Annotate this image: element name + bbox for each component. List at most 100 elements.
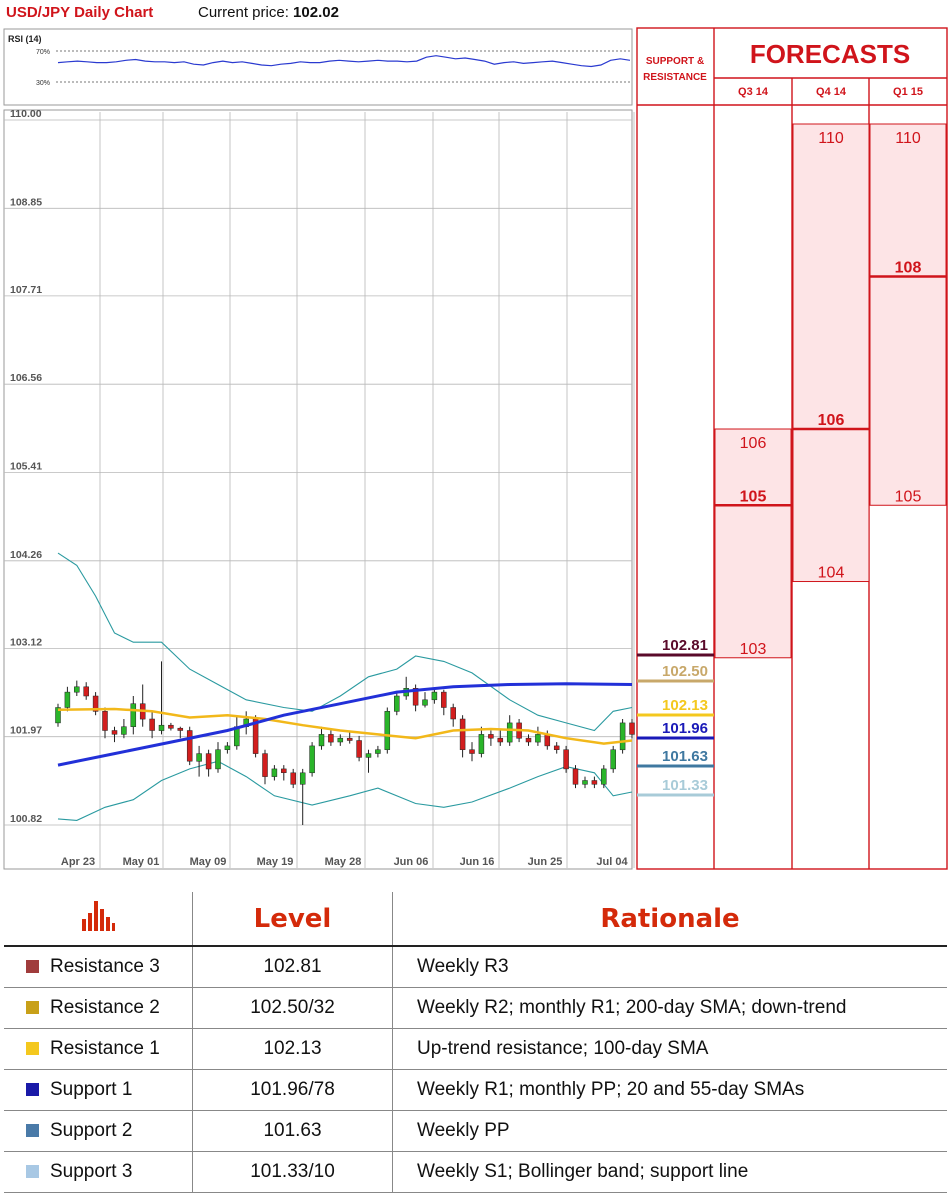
rsi-lower-label: 30% [36, 80, 50, 87]
y-tick-label: 101.97 [10, 725, 42, 737]
candle [102, 707, 108, 739]
x-tick-label: Jun 16 [460, 856, 495, 868]
level-name-cell: Support 1 [4, 1069, 193, 1111]
level-rationale: Weekly PP [392, 1110, 947, 1152]
table-row: Support 2 101.63 Weekly PP [4, 1110, 947, 1152]
forecast-range [714, 428, 792, 659]
table-header-row: Level Rationale [4, 892, 947, 947]
candle [309, 742, 315, 777]
levels-table: Level Rationale Resistance 3 102.81 Weekly… [4, 892, 947, 1193]
forecast-mid-label: 105 [740, 488, 767, 505]
candle [553, 742, 560, 754]
forecast-high-label: 110 [895, 130, 921, 147]
candle [563, 745, 569, 773]
candle [450, 703, 456, 727]
table-row: Resistance 2 102.50/32 Weekly R2; monthly … [4, 987, 947, 1029]
sr-level-label: 102.50 [662, 663, 708, 680]
level-color-swatch [26, 1042, 39, 1055]
level-column-header: Level [192, 892, 393, 947]
candle [205, 749, 212, 777]
forecast-high-label: 106 [740, 435, 767, 452]
x-tick-label: Jun 25 [528, 856, 563, 868]
forecast-range [869, 123, 947, 506]
candle [525, 734, 532, 746]
candle [111, 726, 118, 743]
x-tick-label: May 28 [325, 856, 362, 868]
candle [168, 722, 174, 731]
bollinger-lower [57, 760, 633, 821]
level-rationale: Weekly R3 [392, 946, 947, 988]
y-tick-label: 110.00 [10, 108, 42, 120]
forecasts-panel: SUPPORT & RESISTANCE FORECASTS Q3 14 106 1… [636, 27, 948, 870]
current-price: Current price: 102.02 [198, 4, 339, 21]
current-price-label: Current price: [198, 4, 289, 21]
sr-level-label: 102.81 [662, 637, 708, 654]
candle [488, 730, 494, 746]
level-color-swatch [26, 960, 39, 973]
y-tick-label: 104.26 [10, 549, 42, 561]
candle [610, 745, 616, 773]
candle [74, 680, 80, 696]
candle [365, 749, 372, 773]
y-tick-label: 105.41 [10, 461, 42, 473]
x-tick-label: Apr 23 [61, 856, 95, 868]
x-tick-label: May 01 [123, 856, 160, 868]
candle [196, 745, 202, 777]
candle [121, 719, 127, 739]
candle [394, 692, 400, 716]
rsi-line [57, 55, 631, 68]
y-tick-label: 107.71 [10, 284, 42, 296]
forecasts-title: FORECASTS [750, 39, 910, 69]
current-price-value: 102.02 [293, 4, 339, 21]
level-color-swatch [26, 1124, 39, 1137]
price-chart: 110.00 108.85 107.71 106.56 105.41 104.26 103.… [3, 108, 635, 870]
sr-label-2: RESISTANCE [643, 72, 707, 83]
level-name-cell: Support 2 [4, 1110, 193, 1152]
candle [459, 715, 466, 758]
y-tick-label: 106.56 [10, 372, 42, 384]
forecast-range [792, 123, 870, 583]
level-rationale: Weekly R2; monthly R1; 200-day SMA; down… [392, 987, 947, 1029]
forecast-low-label: 104 [818, 565, 845, 582]
candle [299, 768, 306, 825]
candle [422, 692, 428, 708]
forecast-column-header: Q4 14 [816, 86, 847, 98]
candle [130, 696, 137, 735]
candle [318, 726, 325, 750]
level-name-cell: Resistance 3 [4, 946, 193, 988]
level-name-cell: Support 3 [4, 1151, 193, 1193]
candle [337, 734, 344, 746]
candle [55, 703, 61, 727]
forecast-mid-label: 106 [818, 412, 845, 429]
candle [441, 689, 447, 716]
forecast-low-label: 105 [895, 488, 922, 505]
candle [328, 730, 334, 746]
rsi-label: RSI (14) [8, 34, 42, 44]
candle [431, 688, 438, 704]
sma-orange-line [57, 707, 633, 745]
level-name: Support 2 [50, 1120, 133, 1141]
candle [535, 726, 541, 746]
forecast-mid-label: 108 [895, 260, 922, 277]
x-tick-label: Jul 04 [596, 856, 628, 868]
candle [290, 768, 296, 789]
candle [64, 686, 71, 712]
table-row: Support 1 101.96/78 Weekly R1; monthly PP;… [4, 1069, 947, 1111]
candle [224, 742, 231, 754]
bollinger-upper [57, 552, 633, 732]
candle [619, 719, 626, 754]
candle [497, 730, 504, 746]
forecast-column-header: Q1 15 [893, 86, 923, 98]
candle [92, 692, 99, 716]
candle [582, 776, 588, 789]
candle [215, 742, 221, 773]
candle [149, 711, 155, 739]
candle [601, 765, 607, 789]
level-color-swatch [26, 1083, 39, 1096]
candle [572, 765, 579, 789]
forecast-column-header: Q3 14 [738, 86, 769, 98]
level-rationale: Up-trend resistance; 100-day SMA [392, 1028, 947, 1070]
x-tick-label: May 19 [257, 856, 294, 868]
table-row: Resistance 3 102.81 Weekly R3 [4, 946, 947, 988]
candle [262, 749, 268, 785]
